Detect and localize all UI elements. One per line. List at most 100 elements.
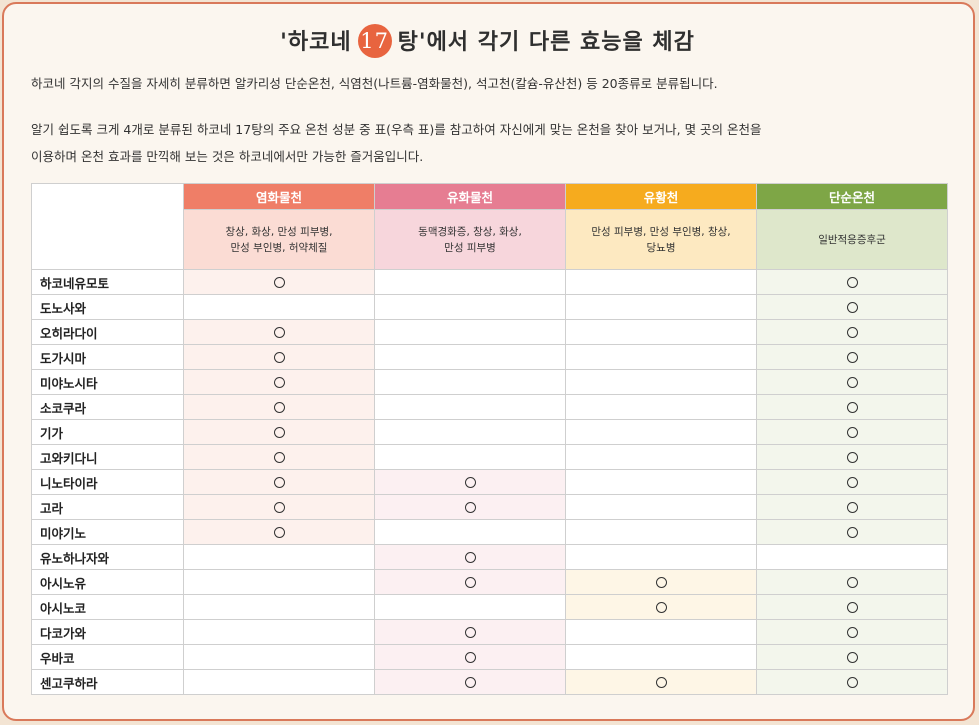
table-cell [183, 269, 375, 295]
effects-line: 일반적응증후군 [818, 233, 886, 246]
table-row: 고와키다니 [31, 444, 948, 470]
table-cell [756, 669, 948, 695]
table-row: 미야기노 [31, 519, 948, 545]
table-cell [565, 619, 757, 645]
table-cell [374, 294, 566, 320]
circle-mark-icon [464, 577, 476, 588]
table-cell [565, 444, 757, 470]
circle-mark-icon [846, 452, 858, 463]
table-cell [565, 269, 757, 295]
column-header: 단순온천 [756, 183, 948, 210]
spa-name: 우바코 [31, 644, 184, 670]
column-header: 염화물천 [183, 183, 375, 210]
table-cell [183, 569, 375, 595]
circle-mark-icon [846, 577, 858, 588]
table-cell [183, 669, 375, 695]
spa-name: 아시노유 [31, 569, 184, 595]
table-cell [756, 569, 948, 595]
table-cell [756, 319, 948, 345]
spa-name: 유노하나자와 [31, 544, 184, 570]
column-header: 유화물천 [374, 183, 566, 210]
table-cell [374, 494, 566, 520]
spa-name: 센고쿠하라 [31, 669, 184, 695]
title-number-badge: 17 [357, 24, 392, 58]
circle-mark-icon [273, 277, 285, 288]
circle-mark-icon [846, 402, 858, 413]
effects-line: 만성 피부병, 만성 부인병, 창상, [591, 225, 731, 238]
circle-mark-icon [655, 577, 667, 588]
table-row: 기가 [31, 419, 948, 445]
circle-mark-icon [273, 502, 285, 513]
table-cell [565, 394, 757, 420]
column-effects: 일반적응증후군 [756, 209, 948, 270]
table-cell [756, 494, 948, 520]
table-row: 아시노유 [31, 569, 948, 595]
circle-mark-icon [846, 327, 858, 338]
table-cell [756, 294, 948, 320]
intro-line: 하코네 각지의 수질을 자세히 분류하면 알카리성 단순온천, 식염천(나트륨-… [31, 76, 718, 91]
circle-mark-icon [846, 477, 858, 488]
table-cell [756, 369, 948, 395]
table-row: 도가시마 [31, 344, 948, 370]
table-cell [183, 519, 375, 545]
circle-mark-icon [273, 327, 285, 338]
table-cell [565, 344, 757, 370]
table-row: 오히라다이 [31, 319, 948, 345]
column-effects: 만성 피부병, 만성 부인병, 창상, 당뇨병 [565, 209, 757, 270]
table-cell [374, 644, 566, 670]
circle-mark-icon [464, 677, 476, 688]
table-cell [565, 669, 757, 695]
circle-mark-icon [464, 652, 476, 663]
table-cell [183, 344, 375, 370]
table-cell [374, 394, 566, 420]
spa-name: 다코가와 [31, 619, 184, 645]
circle-mark-icon [464, 502, 476, 513]
table-cell [565, 419, 757, 445]
table-cell [183, 644, 375, 670]
circle-mark-icon [846, 277, 858, 288]
table-cell [183, 444, 375, 470]
circle-mark-icon [273, 377, 285, 388]
table-cell [374, 669, 566, 695]
table-cell [565, 494, 757, 520]
title-suffix: 탕'에서 각기 다른 효능을 체감 [397, 29, 695, 55]
table-cell [374, 469, 566, 495]
circle-mark-icon [464, 627, 476, 638]
table-cell [183, 469, 375, 495]
effects-line: 창상, 화상, 만성 피부병, [225, 225, 333, 238]
column-effects: 창상, 화상, 만성 피부병, 만성 부인병, 허약체질 [183, 209, 375, 270]
table-cell [374, 444, 566, 470]
intro-paragraph-1: 하코네 각지의 수질을 자세히 분류하면 알카리성 단순온천, 식염천(나트륨-… [31, 70, 951, 97]
table-cell [565, 569, 757, 595]
table-cell [565, 294, 757, 320]
table-cell [374, 569, 566, 595]
hot-spring-table: 온천지 염화물천 유화물천 유황천 단순온천 창상, 화상, 만성 피부병, 만… [31, 183, 948, 695]
table-cell [565, 469, 757, 495]
table-row: 하코네유모토 [31, 269, 948, 295]
intro-line: 이용하며 온천 효과를 만끽해 보는 것은 하코네에서만 가능한 즐거움입니다. [31, 149, 424, 164]
title-prefix: '하코네 [280, 29, 352, 55]
table-cell [756, 594, 948, 620]
table-cell [756, 269, 948, 295]
table-cell [183, 369, 375, 395]
table-header-row: 온천지 염화물천 유화물천 유황천 단순온천 [31, 183, 948, 270]
table-cell [756, 619, 948, 645]
table-cell [756, 644, 948, 670]
circle-mark-icon [846, 377, 858, 388]
table-cell [756, 419, 948, 445]
table-effects-row: 창상, 화상, 만성 피부병, 만성 부인병, 허약체질 동맥경화증, 창상, … [32, 209, 948, 270]
table-row: 센고쿠하라 [31, 669, 948, 695]
circle-mark-icon [464, 477, 476, 488]
table-cell [374, 519, 566, 545]
column-header: 유황천 [565, 183, 757, 210]
column-effects: 동맥경화증, 창상, 화상, 만성 피부병 [374, 209, 566, 270]
circle-mark-icon [273, 402, 285, 413]
table-cell [374, 419, 566, 445]
spa-name: 소코쿠라 [31, 394, 184, 420]
table-cell [565, 594, 757, 620]
table-row: 고라 [31, 494, 948, 520]
circle-mark-icon [846, 652, 858, 663]
table-cell [183, 594, 375, 620]
table-cell [374, 369, 566, 395]
table-row: 미야노시타 [31, 369, 948, 395]
